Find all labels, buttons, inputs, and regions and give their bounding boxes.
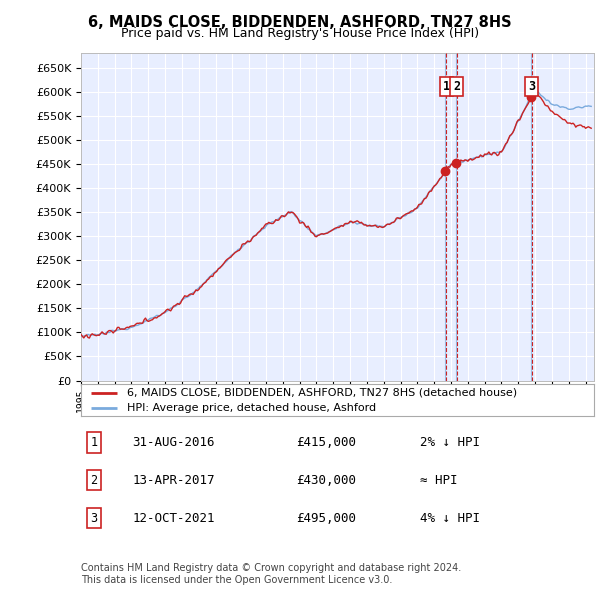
Text: ≈ HPI: ≈ HPI <box>419 474 457 487</box>
Text: HPI: Average price, detached house, Ashford: HPI: Average price, detached house, Ashf… <box>127 403 376 413</box>
Text: 1: 1 <box>443 80 450 93</box>
Text: 4% ↓ HPI: 4% ↓ HPI <box>419 512 479 525</box>
Text: £430,000: £430,000 <box>296 474 356 487</box>
Text: £495,000: £495,000 <box>296 512 356 525</box>
Text: 31-AUG-2016: 31-AUG-2016 <box>133 436 215 449</box>
Text: 2: 2 <box>453 80 460 93</box>
Text: 6, MAIDS CLOSE, BIDDENDEN, ASHFORD, TN27 8HS (detached house): 6, MAIDS CLOSE, BIDDENDEN, ASHFORD, TN27… <box>127 388 517 398</box>
Text: 6, MAIDS CLOSE, BIDDENDEN, ASHFORD, TN27 8HS: 6, MAIDS CLOSE, BIDDENDEN, ASHFORD, TN27… <box>88 15 512 30</box>
Text: 1: 1 <box>90 436 97 449</box>
Text: Contains HM Land Registry data © Crown copyright and database right 2024.
This d: Contains HM Land Registry data © Crown c… <box>81 563 461 585</box>
Text: 2: 2 <box>90 474 97 487</box>
Text: £415,000: £415,000 <box>296 436 356 449</box>
Text: 3: 3 <box>90 512 97 525</box>
Text: Price paid vs. HM Land Registry's House Price Index (HPI): Price paid vs. HM Land Registry's House … <box>121 27 479 40</box>
Text: 3: 3 <box>528 80 535 93</box>
Text: 12-OCT-2021: 12-OCT-2021 <box>133 512 215 525</box>
Text: 2% ↓ HPI: 2% ↓ HPI <box>419 436 479 449</box>
Text: 13-APR-2017: 13-APR-2017 <box>133 474 215 487</box>
